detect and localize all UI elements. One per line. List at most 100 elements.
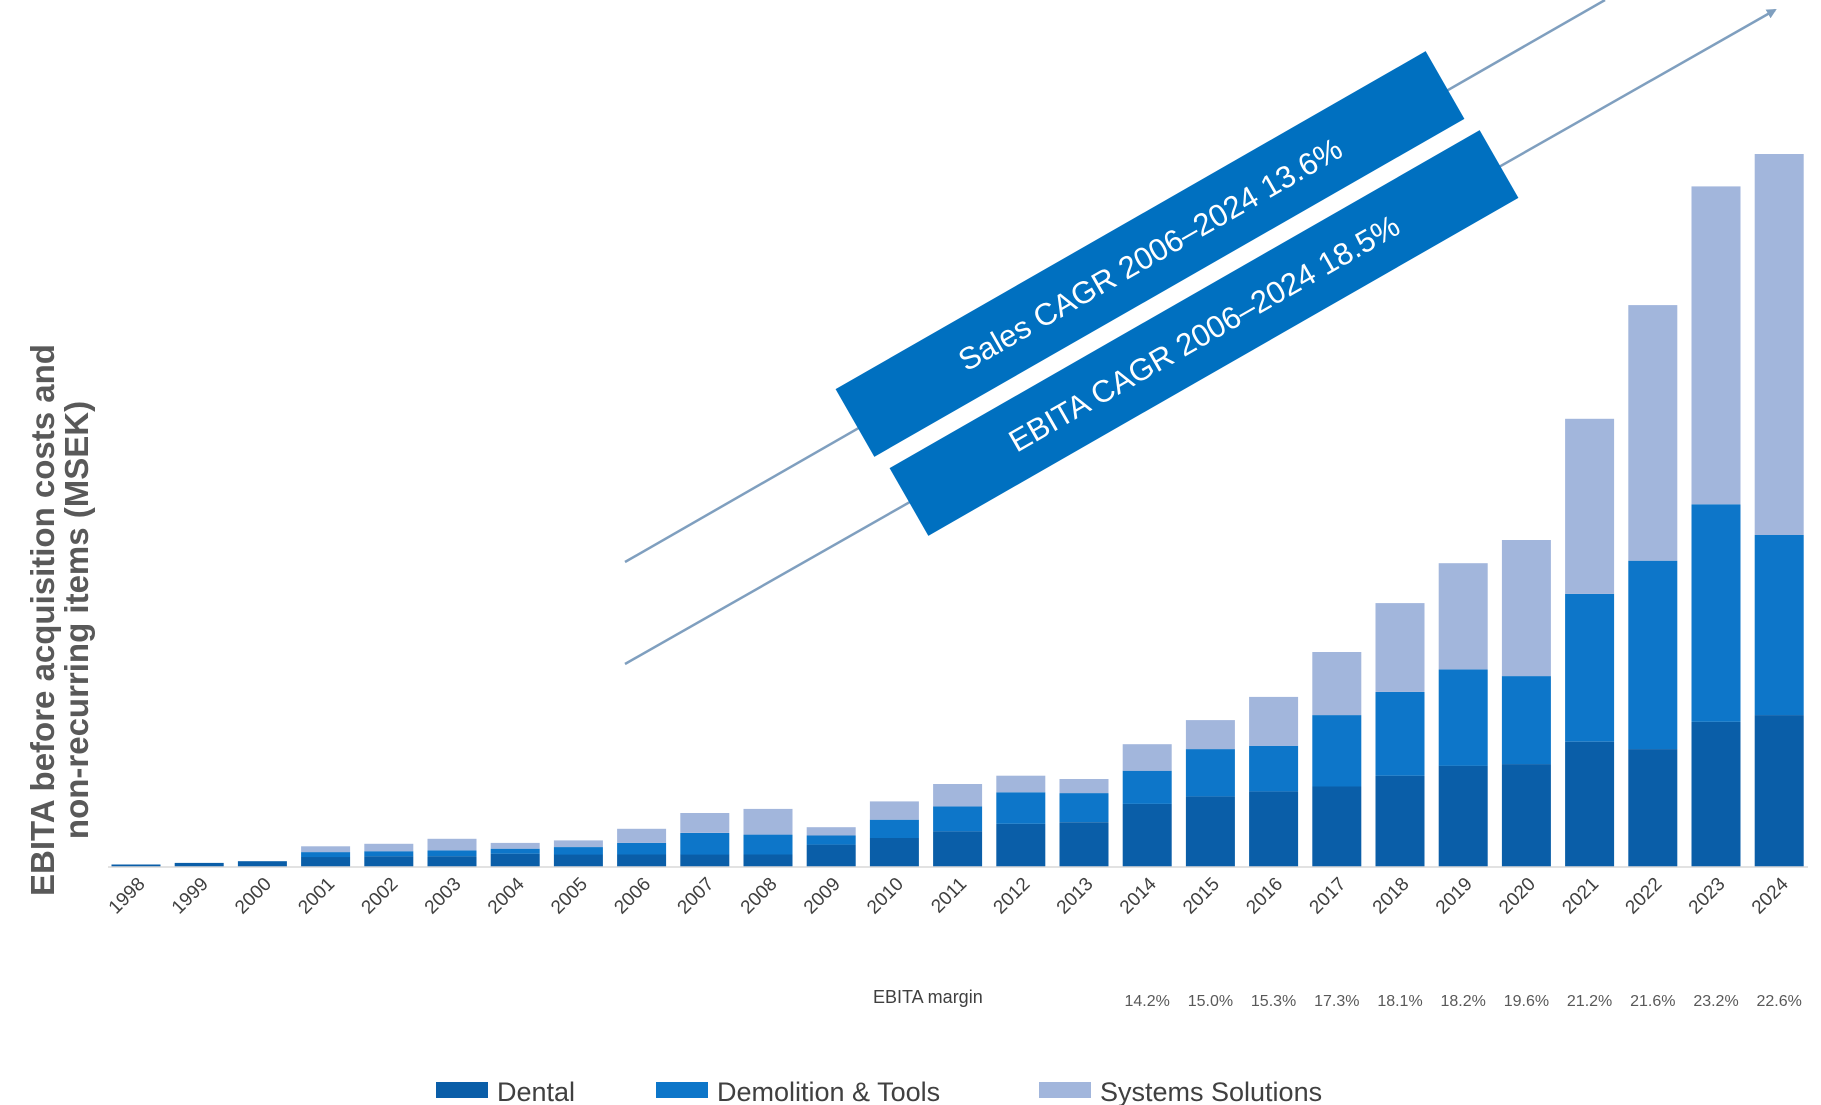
- bar-2007-demolition-tools: [680, 833, 730, 855]
- bar-2007-dental: [680, 854, 730, 867]
- bar-2005-demolition-tools: [553, 847, 603, 855]
- bar-2014-demolition-tools: [1122, 770, 1172, 804]
- x-tick-2003: 2003: [421, 874, 466, 919]
- bar-2021-demolition-tools: [1565, 593, 1615, 742]
- bar-2024-dental: [1754, 715, 1804, 867]
- bar-2006-systems-solutions: [617, 828, 667, 843]
- y-axis-title-line2: non-recurring items (MSEK): [58, 401, 95, 839]
- ebita-margin-2023: 23.2%: [1693, 993, 1738, 1010]
- bar-2013-demolition-tools: [1059, 793, 1109, 823]
- bar-2010-dental: [869, 838, 919, 867]
- x-tick-2016: 2016: [1242, 874, 1287, 919]
- bar-2009-dental: [806, 844, 856, 867]
- ebita-margin-2022: 21.6%: [1630, 993, 1675, 1010]
- bar-1998-dental: [111, 864, 161, 867]
- bar-2011-systems-solutions: [933, 784, 983, 807]
- ebita-margin-values: 14.2% 15.0% 15.3% 17.3% 18.1% 18.2% 19.6% 21.2%…: [1125, 993, 1802, 1010]
- x-tick-2005: 2005: [547, 874, 592, 919]
- x-tick-2001: 2001: [294, 874, 339, 919]
- x-tick-2015: 2015: [1179, 874, 1224, 919]
- bar-2007-systems-solutions: [680, 813, 730, 833]
- bar-2020-systems-solutions: [1501, 540, 1551, 677]
- bar-2022-systems-solutions: [1628, 305, 1678, 561]
- legend-swatch-demolition-tools: [656, 1082, 708, 1098]
- bar-2021-systems-solutions: [1565, 418, 1615, 594]
- bar-2011-demolition-tools: [933, 806, 983, 832]
- bar-2009-demolition-tools: [806, 835, 856, 845]
- bar-2020-dental: [1501, 764, 1551, 867]
- x-tick-2020: 2020: [1495, 874, 1540, 919]
- bar-2019-systems-solutions: [1438, 563, 1488, 670]
- ebita-margin-2017: 17.3%: [1314, 993, 1359, 1010]
- legend-label-systems-solutions: Systems Solutions: [1100, 1077, 1322, 1105]
- bar-2015-systems-solutions: [1185, 720, 1235, 750]
- bar-2020-demolition-tools: [1501, 676, 1551, 765]
- bar-2006-dental: [617, 854, 667, 867]
- bar-2023-systems-solutions: [1691, 186, 1741, 505]
- bar-2023-demolition-tools: [1691, 504, 1741, 722]
- ebita-margin-2020: 19.6%: [1504, 993, 1549, 1010]
- ebita-margin-2019: 18.2%: [1441, 993, 1486, 1010]
- bar-2023-dental: [1691, 721, 1741, 868]
- x-tick-2009: 2009: [800, 874, 845, 919]
- bar-2006-demolition-tools: [617, 842, 667, 855]
- bar-2001-demolition-tools: [301, 852, 351, 858]
- x-tick-2006: 2006: [610, 874, 655, 919]
- bar-1999-dental: [174, 862, 224, 867]
- ebita-margin-2018: 18.1%: [1377, 993, 1422, 1010]
- bar-2013-systems-solutions: [1059, 779, 1109, 794]
- bar-2019-demolition-tools: [1438, 669, 1488, 766]
- bar-2018-systems-solutions: [1375, 603, 1425, 692]
- x-tick-2012: 2012: [990, 874, 1035, 919]
- bar-2002-dental: [364, 856, 414, 867]
- x-tick-2000: 2000: [231, 874, 276, 919]
- x-tick-2021: 2021: [1558, 874, 1603, 919]
- x-tick-2014: 2014: [1116, 873, 1161, 918]
- sales-cagr-box: [835, 51, 1465, 457]
- x-tick-labels: 1998 1999 2000 2001 2002 2003 2004 2005 2006 2007…: [105, 873, 1793, 918]
- bar-2017-systems-solutions: [1312, 652, 1362, 716]
- bar-2008-systems-solutions: [743, 808, 793, 835]
- bar-2013-dental: [1059, 822, 1109, 867]
- x-tick-2002: 2002: [358, 874, 403, 919]
- legend: Dental Demolition & Tools Systems Soluti…: [436, 1077, 1322, 1105]
- bar-2001-systems-solutions: [301, 846, 351, 853]
- bar-2012-demolition-tools: [996, 792, 1046, 824]
- ebita-margin-2024: 22.6%: [1757, 993, 1802, 1010]
- bar-2018-demolition-tools: [1375, 691, 1425, 776]
- x-tick-1999: 1999: [168, 874, 213, 919]
- bar-2018-dental: [1375, 775, 1425, 867]
- bar-2004-systems-solutions: [490, 842, 540, 849]
- bar-2024-demolition-tools: [1754, 535, 1804, 716]
- bar-2009-systems-solutions: [806, 827, 856, 836]
- bar-2011-dental: [933, 831, 983, 867]
- bar-2004-demolition-tools: [490, 848, 540, 854]
- bar-2016-demolition-tools: [1249, 745, 1299, 792]
- bar-2012-systems-solutions: [996, 775, 1046, 793]
- x-tick-2022: 2022: [1622, 874, 1667, 919]
- bar-2014-systems-solutions: [1122, 744, 1172, 771]
- x-tick-2010: 2010: [863, 874, 908, 919]
- bar-2008-demolition-tools: [743, 834, 793, 855]
- bar-2015-dental: [1185, 796, 1235, 867]
- legend-label-demolition-tools: Demolition & Tools: [717, 1077, 940, 1105]
- bar-2012-dental: [996, 823, 1046, 867]
- bar-2016-systems-solutions: [1249, 696, 1299, 746]
- bar-2003-dental: [427, 856, 477, 867]
- bar-2022-demolition-tools: [1628, 560, 1678, 750]
- bar-2005-systems-solutions: [553, 840, 603, 847]
- legend-swatch-systems-solutions: [1039, 1082, 1091, 1098]
- x-tick-2019: 2019: [1432, 874, 1477, 919]
- x-tick-2004: 2004: [484, 873, 529, 918]
- ebita-cagr-box: [889, 130, 1519, 536]
- x-tick-2024: 2024: [1748, 873, 1793, 918]
- bar-2021-dental: [1565, 741, 1615, 867]
- bar-2017-dental: [1312, 786, 1362, 867]
- bar-2024-systems-solutions: [1754, 154, 1804, 535]
- x-tick-2023: 2023: [1685, 874, 1730, 919]
- bar-2015-demolition-tools: [1185, 749, 1235, 797]
- x-tick-2017: 2017: [1306, 874, 1351, 919]
- bar-2014-dental: [1122, 803, 1172, 867]
- bar-2008-dental: [743, 854, 793, 867]
